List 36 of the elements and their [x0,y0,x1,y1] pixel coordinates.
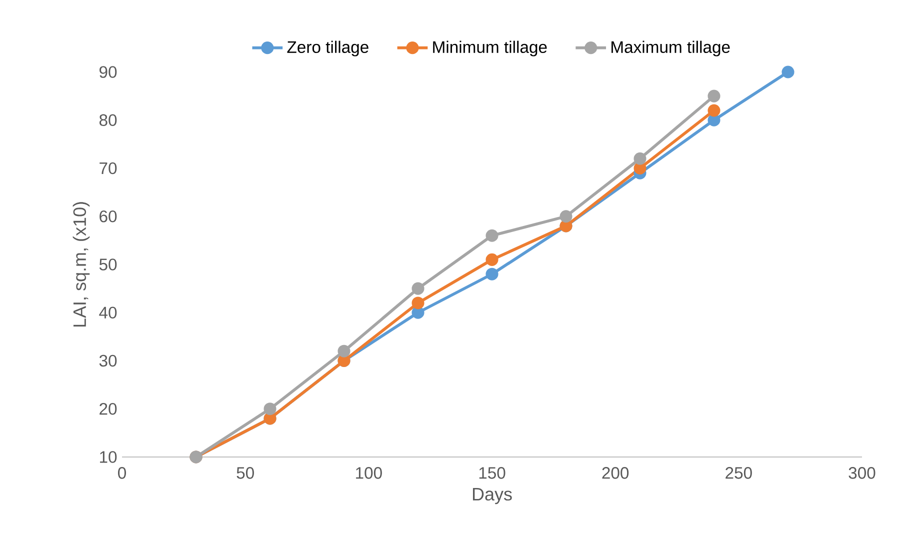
x-tick-label: 250 [726,467,752,479]
point [560,210,572,223]
point [486,253,498,266]
y-tick-label: 50 [99,258,117,270]
point [412,306,424,319]
legend-label: Maximum tillage [612,40,730,56]
point [338,344,350,358]
point [486,229,498,242]
y-tick-label: 60 [100,210,117,222]
y-tick-label: 80 [99,114,117,126]
x-tick-label: 100 [356,467,382,479]
point [412,282,424,295]
y-tick-label: 70 [100,162,117,174]
point [708,90,720,102]
point [486,268,498,280]
y-tick-label: 10 [100,451,117,463]
x-tick-label: 50 [236,467,254,479]
x-tick-label: 300 [848,467,876,479]
point [634,152,646,165]
x-tick-label: 150 [479,467,506,479]
point [412,296,424,310]
legend-label: Minimum tillage [433,40,547,56]
x-axis-title: Days [472,488,512,504]
point [708,104,720,117]
x-tick-label: 0 [118,467,126,479]
y-tick-label: 30 [99,354,117,367]
y-tick-label: 20 [100,402,117,415]
point [264,402,276,416]
y-tick-label: 40 [99,306,117,319]
point [708,114,720,126]
point [634,162,646,175]
point [782,66,794,78]
legend-label: Zero tillage [287,40,368,56]
y-axis-title: LAI, sq.m, (x10) [72,202,90,327]
y-tick-label: 90 [100,66,117,78]
x-tick-label: 200 [602,467,629,479]
